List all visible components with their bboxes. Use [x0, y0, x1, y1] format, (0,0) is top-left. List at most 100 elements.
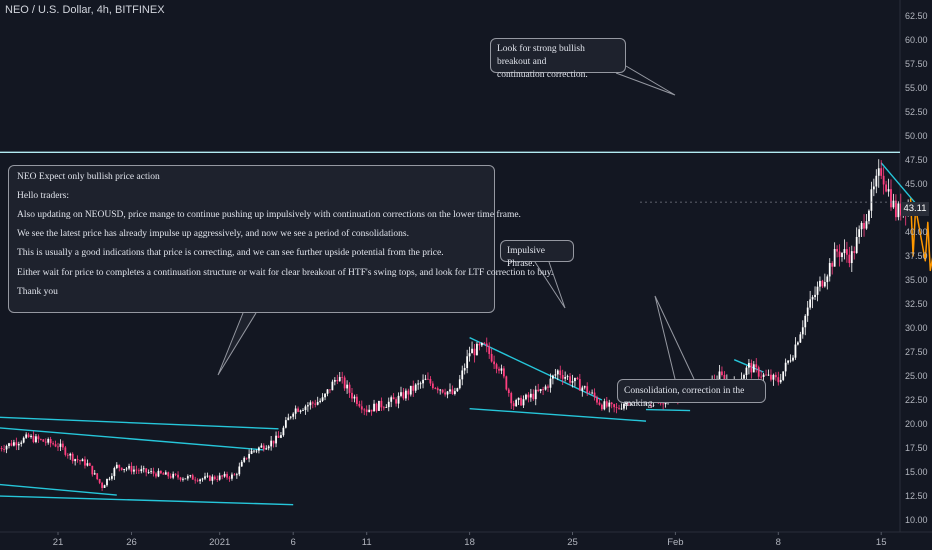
candle-body — [96, 473, 99, 480]
time-tick-label: Feb — [667, 537, 683, 548]
candle-body — [723, 375, 726, 383]
breakout-callout-pointer — [615, 65, 676, 96]
candle-body — [774, 374, 777, 378]
candle-body — [54, 444, 57, 447]
candle-body — [608, 402, 611, 407]
candle-body — [848, 254, 851, 264]
candle-body — [412, 385, 415, 391]
candle-body — [108, 478, 111, 480]
candle-body — [321, 397, 324, 401]
candle-body — [782, 371, 785, 380]
candle-body — [750, 362, 753, 373]
candle-body — [358, 403, 361, 407]
candle-body — [718, 371, 721, 381]
price-tick-label: 37.50 — [905, 251, 928, 261]
candle-body — [476, 343, 478, 356]
candle-body — [375, 403, 378, 411]
candle-body — [253, 450, 255, 452]
candle-body — [846, 249, 848, 255]
horizontal-level — [0, 151, 900, 203]
time-tick-label: 26 — [126, 537, 137, 548]
candle-body — [556, 370, 559, 375]
candle-body — [365, 409, 368, 413]
candle-body — [206, 475, 209, 477]
price-tick-label: 10.00 — [905, 515, 928, 525]
candle-body — [233, 474, 236, 476]
candle-body — [532, 393, 535, 400]
candle-body — [400, 392, 402, 396]
candle-body — [405, 390, 407, 399]
candle-body — [512, 403, 515, 407]
candle-body — [228, 477, 231, 479]
candle-body — [882, 175, 885, 185]
candle-body — [84, 459, 86, 466]
time-tick-label: 6 — [291, 537, 296, 548]
candle-body — [184, 478, 187, 480]
price-tick-label: 20.00 — [905, 419, 928, 429]
candle-body — [35, 436, 37, 443]
candle-body — [441, 389, 444, 393]
candle-body — [363, 409, 366, 411]
candle-body — [248, 453, 250, 459]
candle-body — [605, 401, 608, 407]
candle-body — [547, 386, 549, 388]
candle-body — [880, 168, 883, 176]
candle-body — [451, 389, 454, 394]
candle-body — [44, 441, 47, 443]
price-tick-label: 62.50 — [905, 11, 928, 21]
candle-body — [559, 370, 562, 376]
candle-body — [525, 394, 527, 400]
candle-body — [814, 294, 816, 298]
candle-body — [797, 342, 799, 345]
candle-body — [186, 476, 189, 479]
candle-body — [860, 222, 863, 230]
candle-body — [32, 435, 35, 443]
candle-body — [478, 343, 481, 346]
candle-body — [30, 435, 32, 438]
candle-body — [855, 236, 858, 253]
callout-line: We see the latest price has already impu… — [17, 229, 409, 240]
price-tick-label: 15.00 — [905, 467, 928, 477]
candle-body — [779, 379, 782, 383]
price-tick-label: 30.00 — [905, 323, 928, 333]
candle-body — [62, 443, 64, 448]
candle-body — [877, 168, 880, 176]
candle-body — [86, 463, 89, 466]
candle-body — [329, 389, 331, 391]
price-tick-label: 35.00 — [905, 275, 928, 285]
candle-body — [316, 401, 319, 405]
candle-body — [765, 374, 767, 376]
candle-body — [510, 393, 513, 404]
candle-body — [5, 446, 8, 450]
price-tick-label: 50.00 — [905, 131, 928, 141]
candle-body — [789, 360, 792, 362]
candle-body — [128, 465, 130, 469]
candle-body — [216, 479, 219, 480]
candle-body — [238, 466, 241, 475]
candle-body — [505, 376, 508, 390]
breakout-callout: Look for strong bullish breakout and con… — [490, 38, 626, 80]
candle-body — [169, 476, 172, 478]
candle-body — [209, 475, 211, 481]
candle-body — [140, 469, 143, 472]
price-axis: 10.00 12.50 15.00 17.50 20.00 22.50 25.00 27.50… — [905, 11, 928, 525]
candle-body — [13, 442, 15, 446]
candle-body — [150, 471, 152, 473]
trendline — [0, 416, 279, 430]
candle-body — [863, 222, 865, 229]
candle-body — [324, 393, 326, 398]
candle-body — [566, 376, 569, 378]
candle-body — [387, 401, 390, 408]
candle-body — [799, 334, 802, 343]
callout-heading: NEO Expect only bullish price action — [17, 172, 160, 182]
candle-body — [304, 406, 307, 411]
candle-body — [338, 377, 341, 382]
candle-body — [81, 459, 84, 462]
candle-body — [204, 476, 206, 479]
candle-body — [762, 374, 765, 377]
candle-body — [66, 454, 69, 456]
candle-body — [610, 402, 613, 405]
candle-body — [892, 200, 895, 208]
candle-body — [309, 402, 312, 406]
candle-body — [858, 229, 861, 237]
